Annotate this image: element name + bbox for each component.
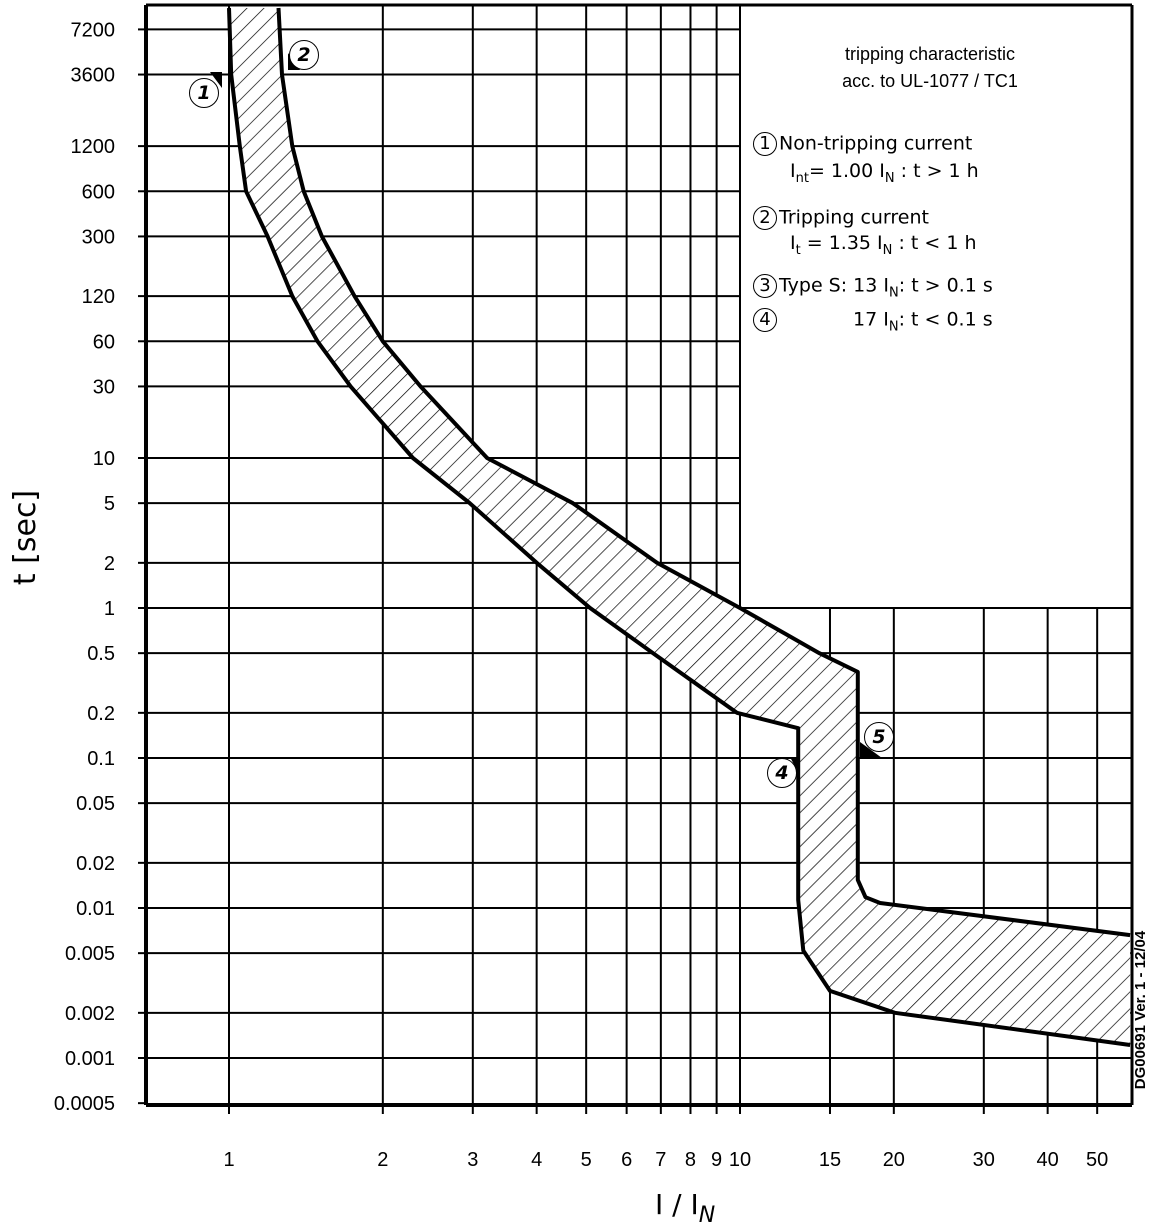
- y-tick-label: 0.5: [87, 643, 115, 665]
- chart-title: tripping characteristic: [844, 44, 1016, 64]
- x-tick-label: 50: [1086, 1149, 1108, 1171]
- document-version-note: DG00691 Ver. 1 - 12/04: [1132, 930, 1149, 1090]
- y-tick-label: 30: [93, 376, 115, 398]
- legend-title: Tripping current: [779, 206, 929, 229]
- x-tick-label: 10: [729, 1149, 751, 1171]
- marker-2: 2: [289, 40, 319, 70]
- x-tick-label: 9: [711, 1149, 722, 1171]
- marker-pointer-icon: [210, 72, 222, 88]
- y-tick-label: 0.001: [65, 1048, 115, 1070]
- marker-5: 5: [864, 722, 894, 752]
- legend-number: 4: [753, 308, 777, 332]
- x-tick-label: 6: [621, 1149, 632, 1171]
- y-tick-label: 3600: [71, 65, 116, 87]
- x-tick-label: 5: [581, 1149, 592, 1171]
- y-tick-label: 7200: [71, 19, 116, 41]
- tick-labels: 7200360012006003001206030105210.50.20.10…: [54, 19, 1108, 1171]
- chart-subtitle: acc. to UL-1077 / TC1: [842, 71, 1018, 91]
- x-tick-label: 2: [377, 1149, 388, 1171]
- tripping-band: [227, 7, 1131, 1047]
- legend-item-3: 3 Type S: 13 IN: t > 0.1 s: [753, 274, 993, 300]
- y-tick-label: 0.005: [65, 943, 115, 965]
- x-tick-label: 20: [883, 1149, 905, 1171]
- y-tick-label: 120: [82, 286, 115, 308]
- x-tick-label: 7: [655, 1149, 666, 1171]
- legend-item-1: 1 Non-tripping current: [753, 132, 972, 156]
- legend-formula-1: Int= 1.00 IN : t > 1 h: [790, 160, 979, 186]
- x-tick-label: 15: [819, 1149, 841, 1171]
- x-tick-label: 4: [531, 1149, 542, 1171]
- y-axis-label: t [sec]: [8, 489, 44, 586]
- x-tick-label: 1: [223, 1149, 234, 1171]
- y-tick-label: 0.02: [76, 853, 115, 875]
- legend-number: 3: [753, 274, 777, 298]
- lower-bound-curve: [227, 7, 1131, 1047]
- y-tick-label: 0.1: [87, 748, 115, 770]
- y-tick-label: 0.01: [76, 898, 115, 920]
- y-tick-label: 5: [104, 493, 115, 515]
- x-tick-label: 30: [973, 1149, 995, 1171]
- y-tick-label: 600: [82, 181, 115, 203]
- y-tick-label: 60: [93, 331, 115, 353]
- y-tick-label: 10: [93, 448, 115, 470]
- y-tick-label: 1200: [71, 136, 116, 158]
- legend-item-4: 4 17 IN: t < 0.1 s: [753, 308, 993, 334]
- legend-title: Non-tripping current: [779, 132, 973, 155]
- marker-4: 4: [767, 758, 797, 788]
- upper-bound-curve: [276, 7, 1131, 938]
- band-hatch-fill: [229, 8, 1131, 1046]
- y-tick-label: 2: [104, 553, 115, 575]
- marker-1: 1: [189, 78, 219, 108]
- legend-number: 2: [753, 206, 777, 230]
- y-tick-label: 0.0005: [54, 1093, 115, 1115]
- legend-item-2: 2 Tripping current: [753, 206, 929, 230]
- y-tick-label: 0.2: [87, 703, 115, 725]
- legend-formula-2: It = 1.35 IN : t < 1 h: [790, 232, 977, 258]
- x-axis-label: I / IN: [655, 1188, 716, 1228]
- y-tick-label: 300: [82, 226, 115, 248]
- x-tick-label: 3: [467, 1149, 478, 1171]
- x-tick-label: 40: [1037, 1149, 1059, 1171]
- y-tick-label: 1: [104, 598, 115, 620]
- y-tick-label: 0.002: [65, 1003, 115, 1025]
- y-tick-label: 0.05: [76, 793, 115, 815]
- legend-number: 1: [753, 132, 777, 156]
- x-tick-label: 8: [685, 1149, 696, 1171]
